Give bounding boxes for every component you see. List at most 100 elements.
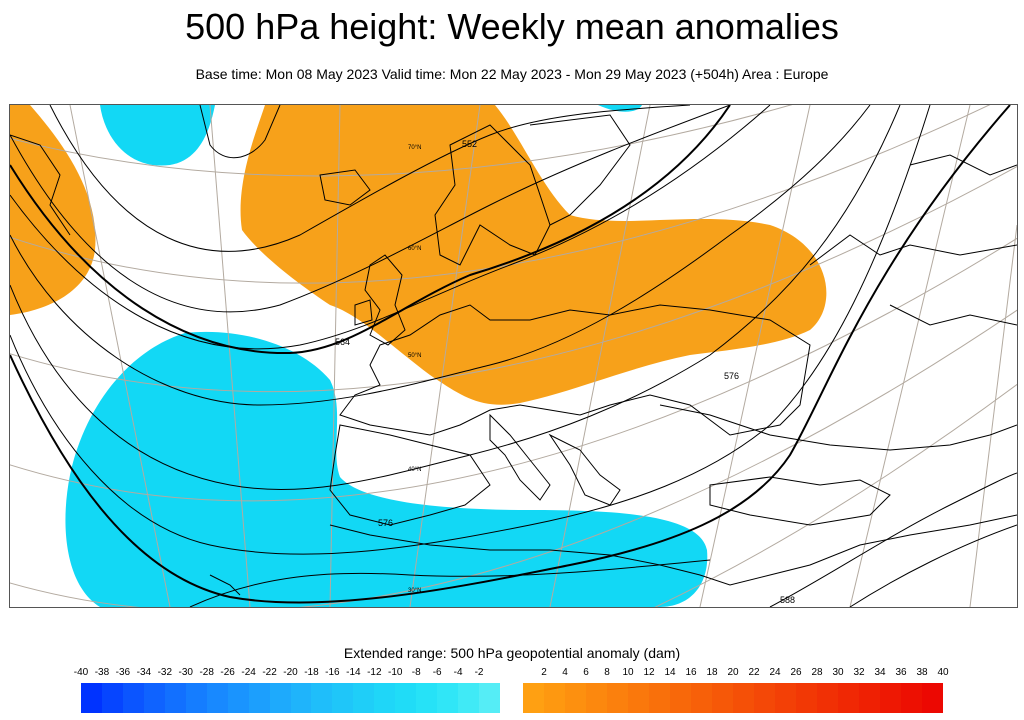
colorbar-tick: 28 (811, 667, 823, 678)
colorbar-tick: 38 (916, 667, 928, 678)
colorbar-tick: -16 (325, 667, 340, 678)
anomaly-map: 552 564 576 588 576 70°N 60°N 50°N 40°N … (9, 104, 1018, 608)
colorbar-swatch (754, 683, 775, 713)
colorbar-tick: -14 (346, 667, 361, 678)
colorbar-positive (523, 683, 943, 713)
colorbar-swatch (81, 683, 102, 713)
colorbar-tick: 6 (583, 667, 589, 678)
colorbar-swatch (311, 683, 333, 713)
negative-anomaly-arctic (598, 105, 642, 112)
contour-label: 588 (780, 595, 795, 605)
colorbar-swatch (143, 683, 165, 713)
colorbar-tick: -38 (94, 667, 110, 678)
colorbar-tick: -30 (178, 667, 193, 678)
colorbar-swatch (628, 683, 649, 713)
graticule (10, 105, 1017, 607)
colorbar-swatch (269, 683, 291, 713)
colorbar-swatch (670, 683, 691, 713)
colorbar-tick: 34 (874, 667, 886, 678)
colorbar-tick: 20 (727, 667, 739, 678)
colorbar-swatch (796, 683, 817, 713)
colorbar-tick: 22 (748, 667, 760, 678)
contour-label: 552 (462, 139, 477, 149)
colorbar-swatch (586, 683, 607, 713)
colorbar-swatch (437, 683, 459, 713)
latitude-label: 40°N (408, 467, 421, 473)
contour-label: 576 (378, 518, 393, 528)
colorbar-tick: 4 (562, 667, 568, 678)
page-subtitle: Base time: Mon 08 May 2023 Valid time: M… (195, 66, 829, 82)
colorbar-tick: -26 (220, 667, 235, 678)
colorbar-tick: -4 (453, 667, 463, 678)
colorbar-tick: -6 (432, 667, 442, 678)
latitude-label: 60°N (408, 246, 421, 252)
colorbar-tick: -10 (388, 667, 403, 678)
colorbar-swatch (565, 683, 586, 713)
colorbar-tick: -2 (474, 667, 484, 678)
colorbar-swatch (122, 683, 144, 713)
colorbar-tick: -36 (115, 667, 131, 678)
colorbar-tick: -28 (199, 667, 214, 678)
colorbar-tick: 10 (622, 667, 634, 678)
colorbar-tick: -22 (262, 667, 277, 678)
colorbar-swatch (248, 683, 270, 713)
latitude-labels: 70°N 60°N 50°N 40°N 30°N (408, 145, 421, 594)
coastlines (10, 105, 1017, 596)
colorbar-tick: 40 (937, 667, 949, 678)
colorbar-swatch (901, 683, 922, 713)
colorbar-swatch (691, 683, 712, 713)
colorbar-swatch (733, 683, 754, 713)
page-title: 500 hPa height: Weekly mean anomalies (185, 6, 839, 47)
colorbar-swatch (164, 683, 186, 713)
colorbar-tick: 2 (541, 667, 547, 678)
colorbar-swatch (101, 683, 123, 713)
colorbar-tick: 16 (685, 667, 697, 678)
contour-label: 564 (335, 337, 350, 347)
colorbar-swatch (880, 683, 901, 713)
colorbar-swatch (649, 683, 670, 713)
colorbar-negative (81, 683, 501, 713)
colorbar-swatch (374, 683, 396, 713)
colorbar-tick: -20 (283, 667, 298, 678)
colorbar-tick: -32 (157, 667, 173, 678)
latitude-label: 50°N (408, 353, 421, 359)
colorbar-tick: -12 (367, 667, 382, 678)
colorbar-tick: 36 (895, 667, 907, 678)
colorbar-tick: 24 (769, 667, 781, 678)
latitude-label: 70°N (408, 145, 421, 151)
colorbar-tick: 12 (643, 667, 655, 678)
colorbar-swatch (838, 683, 859, 713)
colorbar-tick: 30 (832, 667, 844, 678)
colorbar-swatch (227, 683, 249, 713)
negative-anomaly-greenland (100, 105, 215, 166)
colorbar-swatch (395, 683, 417, 713)
colorbar-swatch (416, 683, 438, 713)
colorbar-tick: -24 (241, 667, 256, 678)
colorbar-tick: -8 (411, 667, 421, 678)
colorbar-tick: 8 (604, 667, 610, 678)
colorbar-tick: -34 (136, 667, 152, 678)
colorbar-swatch (607, 683, 628, 713)
map-canvas: 552 564 576 588 576 70°N 60°N 50°N 40°N … (10, 105, 1017, 607)
colorbar-swatch (458, 683, 480, 713)
colorbar-swatch (775, 683, 796, 713)
colorbar-swatch (817, 683, 838, 713)
negative-anomaly-iberia-atlantic (65, 331, 708, 607)
contour-label: 576 (724, 371, 739, 381)
height-contours (10, 105, 1017, 607)
colorbar-swatch (544, 683, 565, 713)
colorbar-swatch (523, 683, 544, 713)
colorbar-tick: -40 (73, 667, 89, 678)
colorbar-swatch (206, 683, 228, 713)
contour-labels: 552 564 576 588 576 (335, 139, 795, 605)
colorbar-swatch (332, 683, 354, 713)
colorbar-swatch (859, 683, 880, 713)
colorbar-swatch (353, 683, 375, 713)
colorbar-tick: 32 (853, 667, 865, 678)
colorbar-tick: -18 (304, 667, 319, 678)
colorbar-swatch (712, 683, 733, 713)
colorbar-swatch (185, 683, 207, 713)
colorbar-swatch (479, 683, 501, 713)
colorbar-tick: 18 (706, 667, 718, 678)
colorbar-title: Extended range: 500 hPa geopotential ano… (343, 645, 681, 661)
